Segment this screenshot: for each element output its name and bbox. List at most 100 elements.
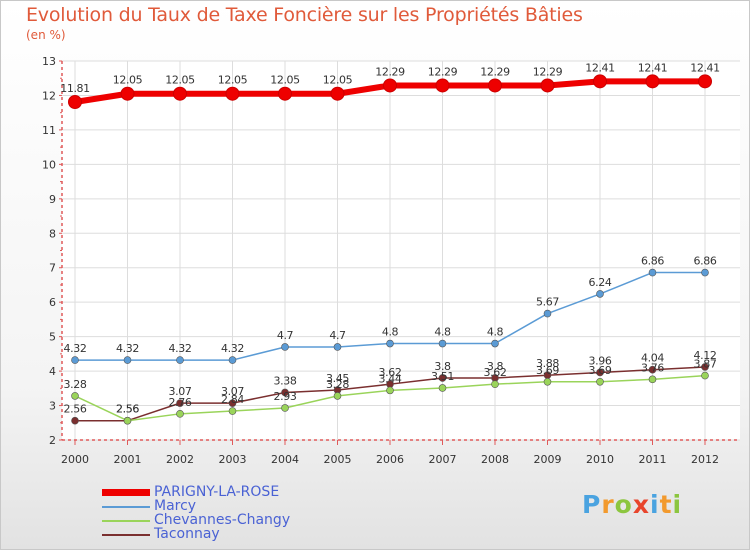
data-point-parigny-la-rose [68,95,82,110]
legend-label: Marcy [154,498,197,514]
data-label-taconnay: 2.56 [116,403,139,416]
data-label-parigny-la-rose: 12.05 [323,74,353,87]
data-point-marcy [491,339,499,348]
logo-letter: P [582,490,602,519]
data-label-parigny-la-rose: 12.29 [480,65,510,78]
data-label-marcy: 4.7 [277,329,294,342]
y-tick-label: 8 [49,227,56,240]
x-tick-label: 2010 [586,453,614,466]
data-label-chevannes-changy: 3.51 [431,370,454,383]
chart-subtitle: (en %) [26,28,66,42]
data-label-chevannes-changy: 3.69 [589,364,612,377]
data-point-marcy [281,343,289,351]
data-label-taconnay: 4.04 [641,352,664,365]
data-label-taconnay: 3.07 [169,385,192,398]
data-point-chevannes-changy [491,380,499,388]
data-point-parigny-la-rose [278,86,292,101]
x-tick-label: 2009 [534,453,562,466]
data-label-taconnay: 2.56 [64,403,87,416]
data-label-chevannes-changy: 3.44 [379,372,402,385]
data-point-chevannes-changy [438,384,447,392]
legend-item-marcy: Marcy [102,498,362,514]
data-point-chevannes-changy [648,375,657,384]
data-label-taconnay: 3.88 [536,357,559,370]
data-label-marcy: 4.32 [169,342,192,355]
data-point-chevannes-changy [71,392,79,400]
data-point-taconnay [228,399,237,407]
x-tick-label: 2012 [691,453,719,466]
data-point-chevannes-changy [596,377,604,386]
data-label-chevannes-changy: 3.28 [64,378,87,391]
legend-item-parigny-la-rose: PARIGNY-LA-ROSE [102,484,362,500]
data-label-marcy: 4.8 [434,326,451,339]
x-tick-label: 2006 [376,453,404,466]
data-point-parigny-la-rose [225,86,240,101]
data-point-chevannes-changy [701,371,709,380]
proxiti-logo: Proxiti [582,490,682,519]
data-point-parigny-la-rose [120,86,135,101]
data-point-parigny-la-rose [488,78,502,93]
data-label-chevannes-changy: 2.93 [274,390,297,403]
data-label-parigny-la-rose: 12.29 [428,65,458,78]
data-point-taconnay [596,368,604,377]
data-point-taconnay [438,374,447,382]
data-label-marcy: 5.67 [536,296,559,309]
data-point-taconnay [281,388,289,397]
data-point-chevannes-changy [123,416,132,425]
data-point-chevannes-changy [228,407,237,415]
data-point-marcy [543,309,552,318]
data-label-taconnay: 3.38 [274,374,297,387]
data-point-marcy [71,356,79,364]
data-point-parigny-la-rose [383,78,397,93]
data-point-parigny-la-rose [593,74,607,89]
data-label-marcy: 4.32 [221,342,244,355]
x-tick-label: 2002 [166,453,194,466]
data-label-taconnay: 3.96 [589,354,612,367]
legend-swatch [102,489,150,496]
x-tick-label: 2011 [639,453,667,466]
data-point-parigny-la-rose [435,78,450,93]
legend-label: Chevannes-Changy [154,512,291,528]
data-point-chevannes-changy [281,404,289,412]
x-tick-label: 2004 [271,453,299,466]
data-label-parigny-la-rose: 12.41 [690,61,720,74]
logo-letter: i [650,490,660,519]
data-point-marcy [333,343,342,351]
data-point-parigny-la-rose [698,74,712,89]
y-tick-label: 12 [42,89,56,102]
data-label-parigny-la-rose: 12.05 [165,74,195,87]
data-point-marcy [648,268,657,277]
data-point-marcy [596,290,604,298]
data-point-chevannes-changy [543,377,552,386]
data-point-marcy [123,356,132,364]
logo-letter: t [659,490,673,519]
data-point-marcy [386,339,394,348]
legend-swatch [102,520,150,522]
x-tick-label: 2008 [481,453,509,466]
legend-label: Taconnay [154,526,220,542]
plot-area [62,61,740,440]
logo-letter: r [601,490,615,519]
data-point-marcy [438,339,447,348]
data-point-marcy [228,356,237,364]
data-label-marcy: 6.24 [589,276,612,289]
y-tick-label: 7 [49,262,56,275]
logo-letter: x [632,490,650,519]
data-label-parigny-la-rose: 11.81 [60,82,90,95]
data-label-chevannes-changy: 3.69 [536,364,559,377]
logo-letter: i [672,490,683,519]
data-label-chevannes-changy: 3.87 [694,358,717,371]
data-label-parigny-la-rose: 12.05 [270,74,300,87]
data-label-chevannes-changy: 3.76 [641,361,664,374]
data-label-marcy: 4.8 [487,326,504,339]
data-label-chevannes-changy: 2.76 [169,396,192,409]
data-label-chevannes-changy: 3.62 [484,366,507,379]
legend-swatch [102,506,150,508]
data-point-taconnay [176,399,184,407]
legend-item-chevannes-changy: Chevannes-Changy [102,512,362,528]
y-tick-label: 5 [49,331,56,344]
x-tick-label: 2001 [114,453,142,466]
legend-item-taconnay: Taconnay [102,526,362,542]
data-label-parigny-la-rose: 12.05 [218,74,248,87]
data-point-marcy [701,268,709,277]
